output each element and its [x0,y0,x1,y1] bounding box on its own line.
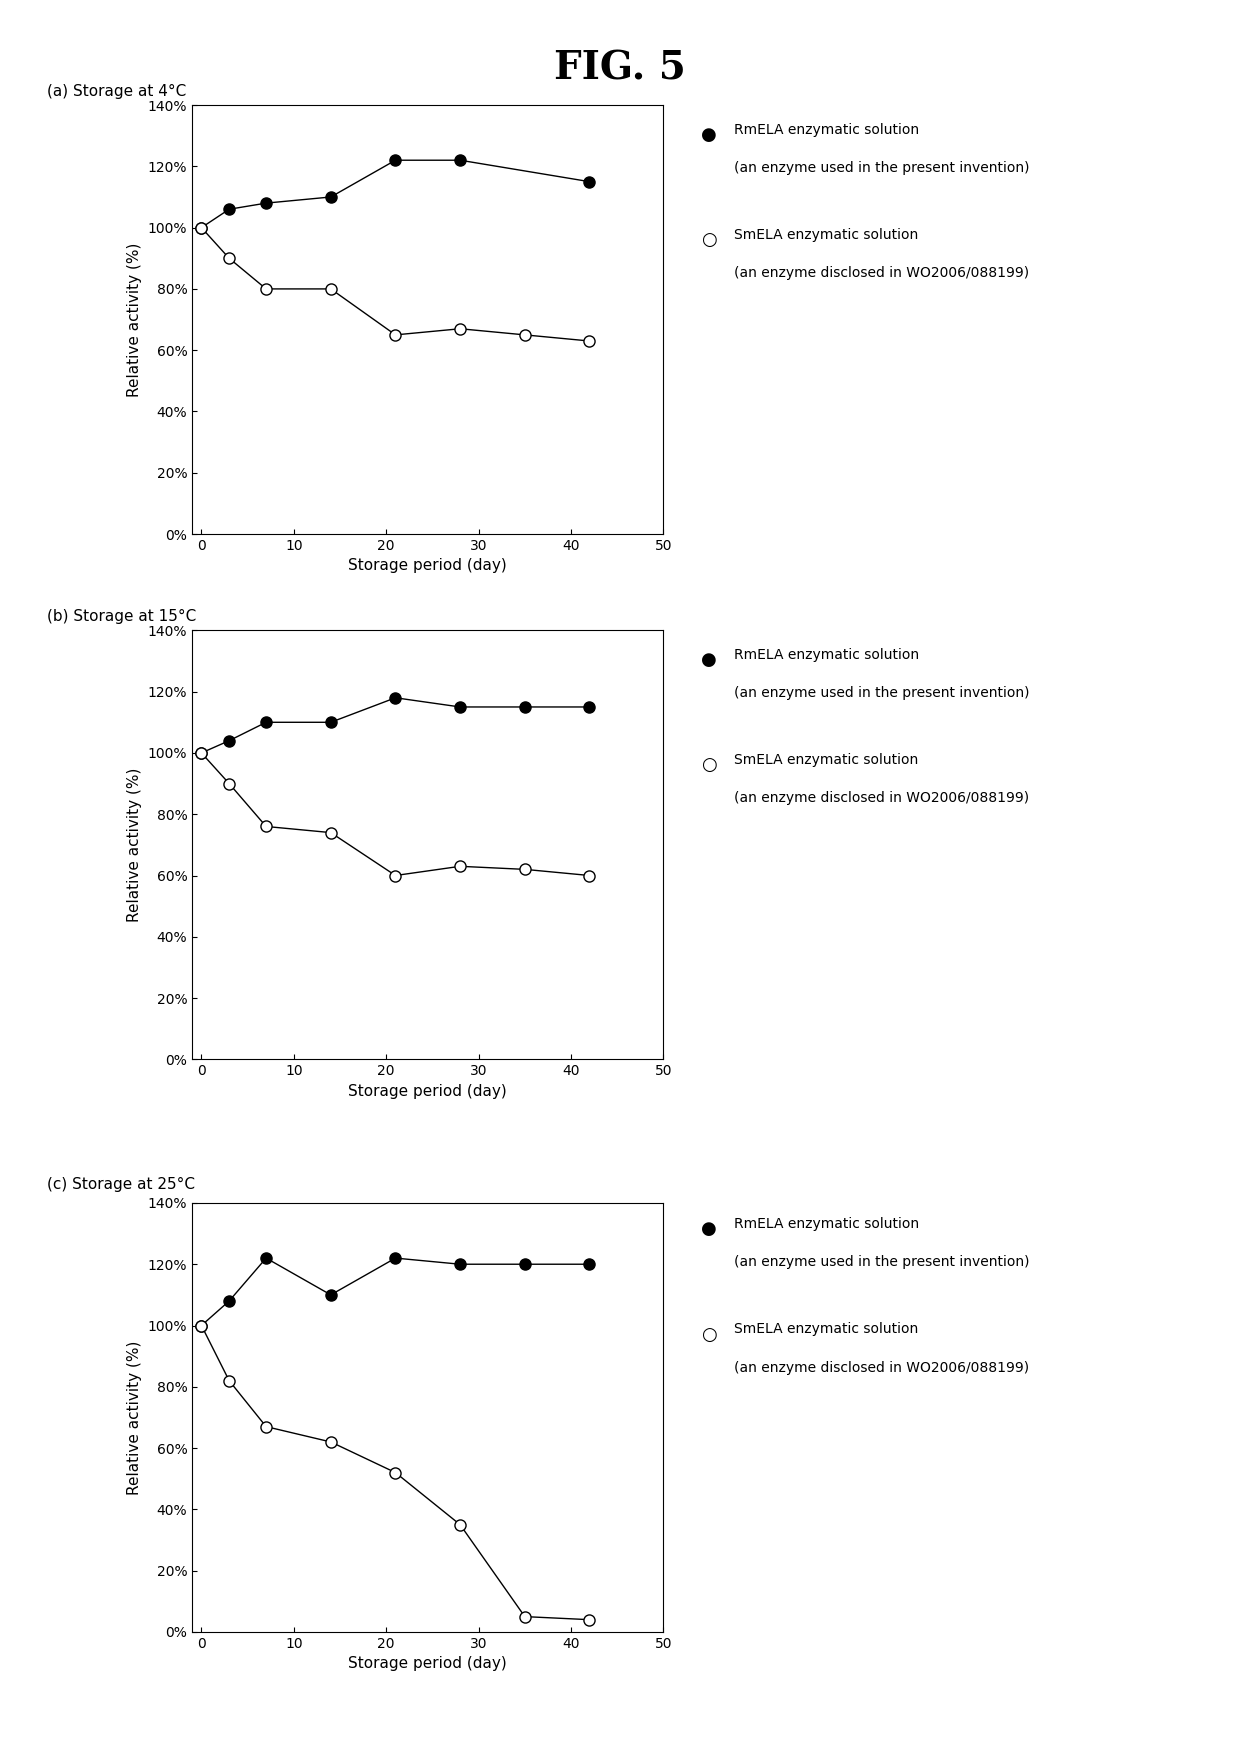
Y-axis label: Relative activity (%): Relative activity (%) [128,242,143,397]
Text: RmELA enzymatic solution: RmELA enzymatic solution [734,123,919,137]
X-axis label: Storage period (day): Storage period (day) [348,559,507,574]
Text: ●: ● [702,1220,717,1238]
Text: (an enzyme disclosed in WO2006/088199): (an enzyme disclosed in WO2006/088199) [734,1361,1029,1375]
Text: (a) Storage at 4°C: (a) Storage at 4°C [47,84,186,100]
Text: ○: ○ [702,231,717,249]
Text: SmELA enzymatic solution: SmELA enzymatic solution [734,228,919,242]
X-axis label: Storage period (day): Storage period (day) [348,1084,507,1100]
Text: (an enzyme used in the present invention): (an enzyme used in the present invention… [734,161,1029,175]
Text: FIG. 5: FIG. 5 [554,49,686,88]
Text: RmELA enzymatic solution: RmELA enzymatic solution [734,648,919,662]
Text: SmELA enzymatic solution: SmELA enzymatic solution [734,1322,919,1336]
Text: SmELA enzymatic solution: SmELA enzymatic solution [734,753,919,767]
Text: (an enzyme used in the present invention): (an enzyme used in the present invention… [734,686,1029,700]
Text: (c) Storage at 25°C: (c) Storage at 25°C [47,1177,195,1192]
Text: ○: ○ [702,756,717,774]
Text: (an enzyme used in the present invention): (an enzyme used in the present invention… [734,1255,1029,1269]
Text: (b) Storage at 15°C: (b) Storage at 15°C [47,609,196,625]
Text: RmELA enzymatic solution: RmELA enzymatic solution [734,1217,919,1231]
Text: (an enzyme disclosed in WO2006/088199): (an enzyme disclosed in WO2006/088199) [734,791,1029,805]
Y-axis label: Relative activity (%): Relative activity (%) [128,1340,143,1495]
Text: ○: ○ [702,1326,717,1343]
Text: ●: ● [702,126,717,144]
Text: ●: ● [702,651,717,669]
X-axis label: Storage period (day): Storage period (day) [348,1656,507,1672]
Text: (an enzyme disclosed in WO2006/088199): (an enzyme disclosed in WO2006/088199) [734,266,1029,280]
Y-axis label: Relative activity (%): Relative activity (%) [128,767,143,923]
